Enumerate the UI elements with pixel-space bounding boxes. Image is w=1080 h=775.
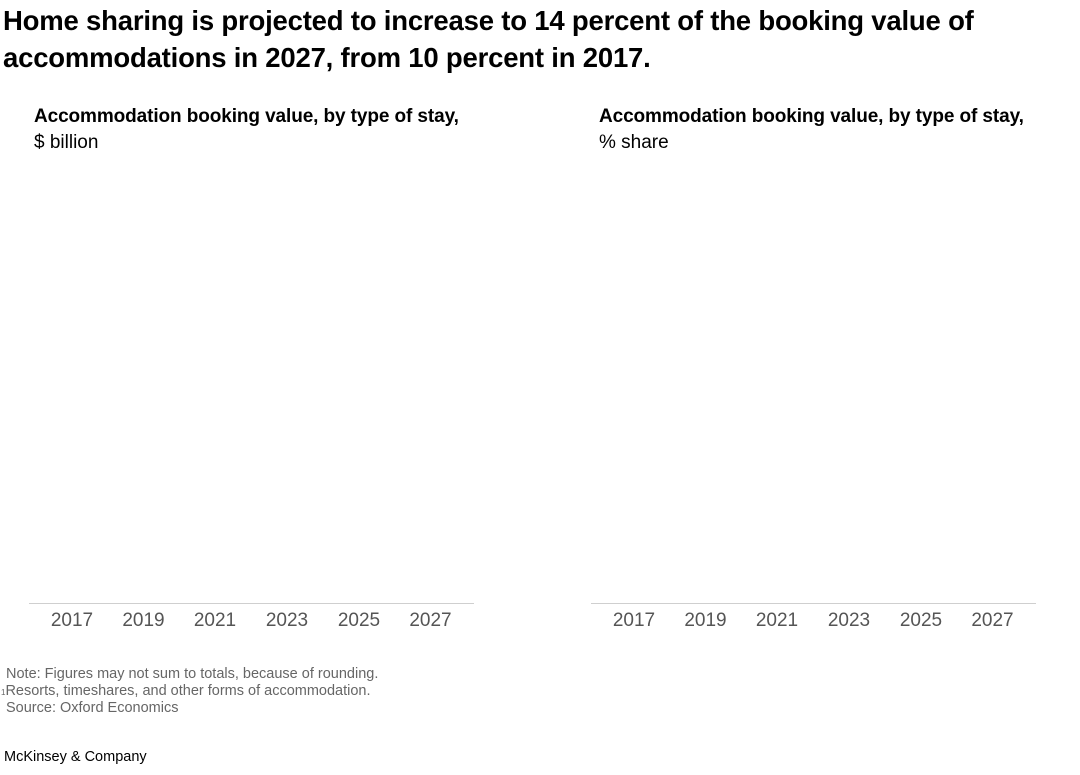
x-tick-label: 2025 — [337, 610, 381, 631]
x-tick-label: 2017 — [50, 610, 94, 631]
panel-unit: % share — [599, 132, 669, 153]
source-line: Source: Oxford Economics — [6, 700, 179, 716]
panel-title: Accommodation booking value, by type of … — [34, 106, 459, 127]
x-axis-line — [591, 603, 1036, 604]
x-tick-label: 2027 — [971, 610, 1014, 631]
chart-notes: Note: Figures may not sum to totals, bec… — [1, 666, 379, 717]
chart-panel-booking-value-share: Accommodation booking value, by type of … — [562, 100, 1036, 640]
plot-area — [29, 160, 474, 604]
panel-unit: $ billion — [34, 132, 99, 153]
x-axis-line — [29, 603, 474, 604]
brand-logo-text: McKinsey & Company — [4, 749, 147, 765]
x-tick-label: 2027 — [409, 610, 452, 631]
x-tick-label: 2019 — [122, 610, 165, 631]
footnote-text: Resorts, timeshares, and other forms of … — [5, 683, 371, 699]
x-tick-label: 2021 — [755, 610, 799, 631]
x-tick-label: 2017 — [612, 610, 656, 631]
x-axis-ticks: 2017 2019 2021 2023 2025 2027 — [29, 609, 474, 633]
x-tick-label: 2019 — [684, 610, 727, 631]
chart-headline: Home sharing is projected to increase to… — [3, 5, 974, 73]
note-rounding: Note: Figures may not sum to totals, bec… — [6, 666, 379, 682]
plot-area — [591, 160, 1036, 604]
x-tick-label: 2021 — [193, 610, 237, 631]
x-tick-label: 2025 — [899, 610, 943, 631]
panel-title: Accommodation booking value, by type of … — [599, 106, 1024, 127]
x-tick-label: 2023 — [827, 610, 871, 631]
x-axis-ticks: 2017 2019 2021 2023 2025 2027 — [591, 609, 1036, 633]
footnote-1: 1Resorts, timeshares, and other forms of… — [1, 683, 378, 700]
footnote-marker: 1 — [1, 688, 6, 697]
x-tick-label: 2023 — [265, 610, 309, 631]
chart-panel-booking-value-billion: Accommodation booking value, by type of … — [0, 100, 474, 640]
